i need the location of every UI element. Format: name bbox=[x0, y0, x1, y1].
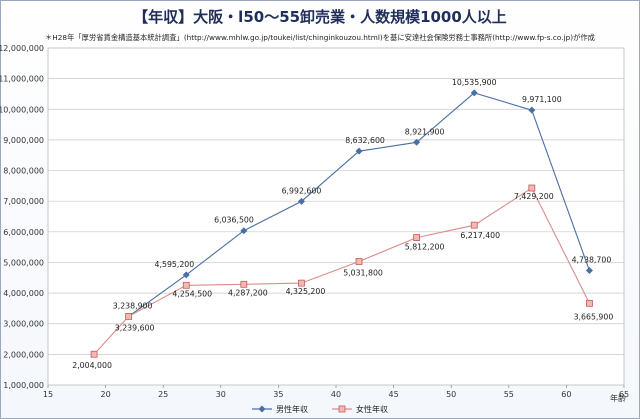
female-data-point bbox=[90, 350, 98, 358]
y-tick-label: 10,000,000 bbox=[0, 105, 44, 114]
x-axis-label: 年齢 bbox=[610, 393, 626, 403]
y-tick-label: 4,000,000 bbox=[3, 289, 44, 298]
y-tick-label: 8,000,000 bbox=[3, 167, 44, 176]
female-data-point bbox=[298, 279, 305, 287]
legend-female-marker bbox=[338, 405, 346, 413]
male-data-label: 9,971,100 bbox=[522, 95, 562, 104]
female-data-point bbox=[528, 184, 536, 192]
male-data-point bbox=[182, 271, 190, 279]
male-data-label: 8,921,900 bbox=[405, 127, 445, 136]
y-tick-label: 11,000,000 bbox=[0, 75, 44, 84]
male-data-point bbox=[297, 197, 305, 205]
female-data-label: 4,254,500 bbox=[172, 289, 212, 298]
male-data-label: 6,036,500 bbox=[214, 216, 254, 225]
male-data-label: 4,595,200 bbox=[155, 260, 195, 269]
chart-source-note: ＊H28年「厚労省賃金構造基本統計調査」(http://www.mhlw.go.… bbox=[45, 33, 595, 42]
female-data-label: 7,429,200 bbox=[514, 192, 554, 201]
y-tick-label: 9,000,000 bbox=[3, 136, 44, 145]
female-data-label: 3,665,900 bbox=[574, 312, 614, 321]
female-data-point bbox=[355, 258, 363, 265]
x-tick-label: 35 bbox=[273, 390, 283, 399]
female-data-point bbox=[586, 299, 593, 307]
male-data-point bbox=[528, 106, 536, 114]
x-tick-label: 40 bbox=[331, 390, 341, 399]
y-tick-label: 12,000,000 bbox=[0, 44, 44, 53]
male-data-point bbox=[413, 138, 421, 146]
legend-male-marker bbox=[258, 405, 266, 413]
female-data-point bbox=[182, 281, 190, 289]
female-data-label: 5,031,800 bbox=[343, 268, 383, 277]
female-series-line bbox=[93, 187, 590, 355]
legend: 男性年収 女性年収 bbox=[252, 404, 388, 414]
y-tick-label: 6,000,000 bbox=[3, 228, 44, 237]
x-tick-label: 45 bbox=[389, 390, 399, 399]
plot-area bbox=[47, 47, 625, 386]
male-data-point bbox=[470, 89, 478, 97]
x-tick-label: 20 bbox=[101, 390, 111, 399]
y-tick-label: 2,000,000 bbox=[3, 350, 44, 359]
x-tick-label: 15 bbox=[43, 390, 53, 399]
y-tick-label: 3,000,000 bbox=[3, 320, 44, 329]
male-data-label: 6,992,600 bbox=[282, 186, 322, 195]
x-tick-label: 55 bbox=[504, 390, 514, 399]
female-data-label: 4,325,200 bbox=[286, 287, 326, 296]
y-tick-label: 7,000,000 bbox=[3, 197, 44, 206]
legend-female-label: 女性年収 bbox=[356, 404, 388, 414]
female-data-point bbox=[470, 221, 478, 229]
female-data-point bbox=[125, 312, 133, 320]
female-data-point bbox=[240, 280, 248, 288]
y-tick-label: 1,000,000 bbox=[3, 381, 44, 390]
female-data-label: 6,217,400 bbox=[460, 231, 500, 240]
chart-title: 【年収】大阪・l50～55卸売業・人数規模1000人以上 bbox=[133, 8, 507, 26]
male-data-label: 4,738,700 bbox=[572, 255, 612, 264]
x-tick-label: 60 bbox=[561, 390, 571, 399]
x-tick-label: 50 bbox=[446, 390, 456, 399]
female-data-label: 3,239,600 bbox=[115, 323, 155, 332]
female-data-point bbox=[413, 234, 421, 241]
x-tick-label: 30 bbox=[216, 390, 226, 399]
x-tick-label: 65 bbox=[619, 390, 629, 399]
female-data-label: 2,004,000 bbox=[72, 361, 112, 370]
male-data-label: 3,238,900 bbox=[113, 301, 153, 310]
male-data-point bbox=[355, 147, 363, 155]
male-data-label: 8,632,600 bbox=[345, 136, 385, 145]
female-data-label: 5,812,200 bbox=[405, 243, 445, 252]
male-data-label: 10,535,900 bbox=[452, 78, 497, 87]
x-tick-label: 25 bbox=[158, 390, 168, 399]
male-data-point bbox=[585, 266, 593, 274]
male-data-point bbox=[240, 227, 248, 235]
female-data-label: 4,287,200 bbox=[228, 288, 268, 297]
legend-male-label: 男性年収 bbox=[276, 404, 308, 414]
y-tick-label: 5,000,000 bbox=[3, 258, 44, 267]
